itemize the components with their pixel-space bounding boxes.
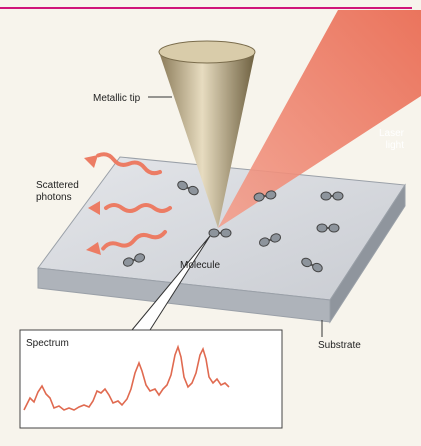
metallic-tip-label: Metallic tip (93, 93, 141, 104)
laser-label: Laser (379, 128, 405, 139)
scattered-label: Scattered (36, 180, 79, 191)
laser-label: light (386, 140, 405, 151)
diagram: Metallic tip Laser light Scattered photo… (0, 0, 421, 446)
spectrum-label: Spectrum (26, 338, 69, 349)
tip-top (159, 41, 255, 63)
molecule-label: Molecule (180, 260, 220, 271)
substrate-label: Substrate (318, 340, 361, 351)
scattered-label: photons (36, 192, 72, 203)
